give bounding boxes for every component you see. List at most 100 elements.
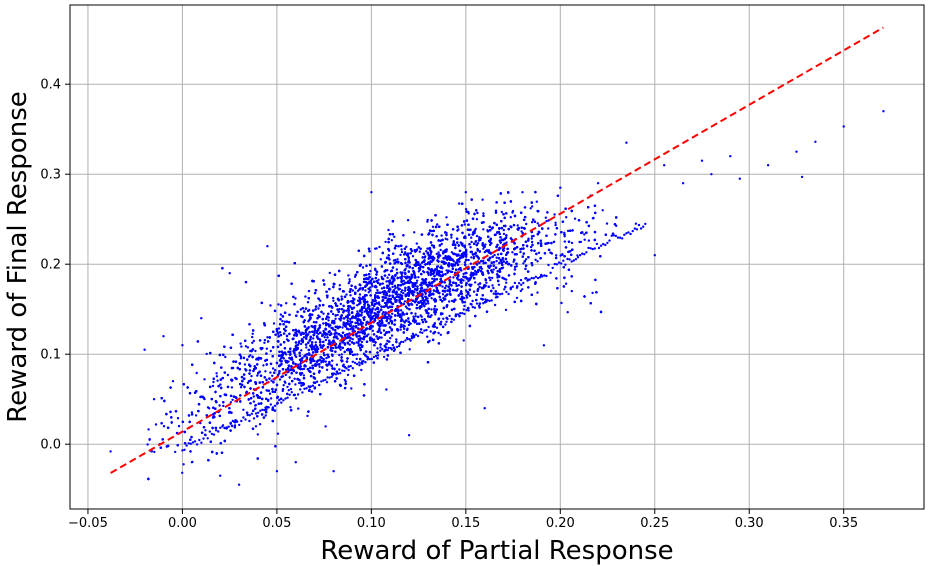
scatter-point — [440, 234, 443, 237]
scatter-point — [463, 304, 466, 308]
scatter-point — [481, 198, 484, 201]
scatter-point — [360, 340, 364, 344]
scatter-point — [570, 241, 574, 245]
scatter-point — [435, 252, 438, 256]
scatter-point — [317, 332, 320, 336]
scatter-point — [371, 285, 374, 288]
scatter-point — [400, 290, 403, 294]
scatter-point — [509, 216, 512, 219]
scatter-point — [404, 305, 408, 308]
scatter-point — [555, 254, 558, 257]
scatter-point — [485, 281, 488, 284]
scatter-point — [374, 308, 377, 311]
scatter-point — [375, 247, 378, 250]
scatter-point — [482, 259, 485, 263]
scatter-point — [358, 364, 361, 367]
scatter-point — [352, 306, 356, 309]
scatter-point — [263, 338, 267, 342]
scatter-point — [426, 335, 429, 338]
scatter-point — [325, 381, 329, 384]
scatter-point — [465, 294, 468, 297]
scatter-point — [431, 225, 435, 228]
scatter-point — [338, 307, 341, 311]
scatter-point — [489, 278, 492, 282]
scatter-point — [464, 272, 467, 275]
scatter-point — [314, 341, 317, 344]
scatter-point — [470, 283, 473, 286]
scatter-point — [406, 307, 409, 310]
scatter-point — [417, 276, 420, 279]
scatter-point — [218, 404, 221, 407]
scatter-point — [505, 281, 508, 284]
scatter-point — [302, 367, 306, 371]
scatter-point — [340, 353, 343, 356]
scatter-point — [484, 243, 487, 246]
scatter-point — [511, 211, 514, 214]
scatter-point — [379, 258, 382, 261]
scatter-point — [436, 223, 439, 226]
scatter-point — [414, 312, 417, 315]
scatter-point — [205, 352, 208, 356]
scatter-point — [369, 269, 372, 273]
scatter-point — [468, 294, 472, 297]
scatter-point — [332, 346, 335, 350]
scatter-point — [347, 311, 350, 314]
scatter-point — [495, 256, 498, 259]
scatter-point — [498, 261, 501, 265]
scatter-point — [403, 327, 406, 331]
scatter-point — [470, 240, 473, 244]
scatter-point — [339, 319, 342, 322]
scatter-point — [190, 411, 194, 414]
scatter-point — [445, 216, 448, 219]
scatter-point — [270, 379, 273, 382]
scatter-point — [520, 230, 523, 233]
scatter-point — [274, 368, 277, 372]
scatter-point — [519, 289, 522, 293]
scatter-point — [352, 325, 355, 328]
scatter-point — [286, 385, 289, 389]
scatter-point — [360, 311, 364, 314]
scatter-point — [294, 354, 297, 357]
scatter-point — [269, 371, 272, 374]
scatter-point — [519, 250, 522, 254]
scatter-point — [456, 229, 459, 232]
scatter-point — [154, 423, 158, 426]
scatter-point — [341, 326, 344, 329]
scatter-point — [153, 450, 156, 454]
scatter-point — [302, 336, 306, 339]
scatter-point — [349, 294, 352, 297]
scatter-point — [396, 258, 399, 261]
scatter-point — [327, 319, 330, 322]
scatter-point — [251, 341, 254, 344]
scatter-point — [224, 355, 227, 359]
scatter-point — [239, 342, 242, 345]
scatter-point — [347, 274, 350, 277]
scatter-point — [380, 336, 383, 339]
scatter-point — [340, 298, 343, 301]
scatter-point — [463, 223, 466, 226]
scatter-point — [426, 218, 429, 222]
scatter-point — [322, 312, 325, 315]
scatter-point — [399, 253, 402, 257]
scatter-point — [583, 238, 586, 241]
scatter-point — [452, 276, 455, 279]
scatter-point — [387, 273, 391, 276]
scatter-point — [332, 296, 335, 300]
scatter-point — [494, 209, 498, 212]
scatter-point — [491, 284, 494, 287]
scatter-point — [401, 271, 404, 274]
scatter-point — [226, 373, 230, 377]
scatter-point — [591, 291, 594, 295]
scatter-point — [458, 202, 461, 205]
scatter-point — [322, 322, 325, 325]
scatter-point — [531, 205, 534, 208]
scatter-point — [409, 280, 413, 284]
scatter-point — [382, 355, 386, 359]
scatter-point — [399, 271, 402, 274]
scatter-point — [396, 286, 399, 289]
scatter-point — [300, 349, 303, 352]
scatter-point — [299, 342, 303, 346]
scatter-point — [482, 262, 485, 265]
scatter-point — [234, 419, 237, 422]
scatter-point — [335, 363, 339, 366]
